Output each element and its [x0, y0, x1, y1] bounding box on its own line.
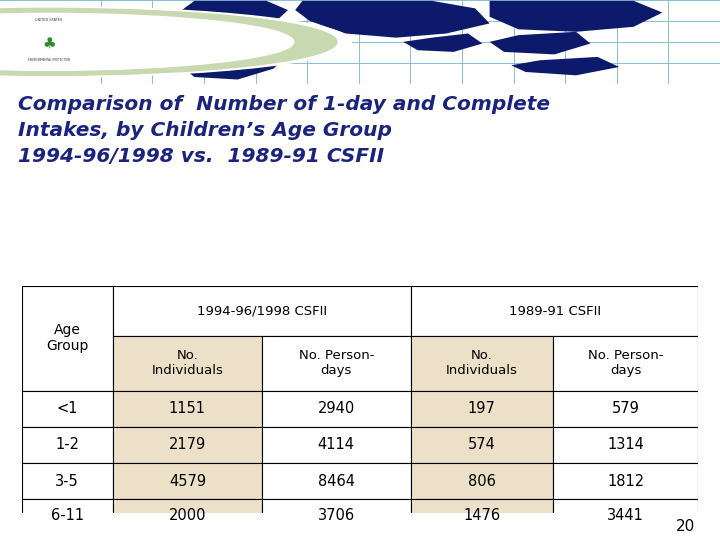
Text: 1989-91 CSFII: 1989-91 CSFII — [508, 305, 600, 318]
Circle shape — [0, 8, 337, 76]
FancyBboxPatch shape — [410, 336, 553, 390]
FancyBboxPatch shape — [113, 336, 262, 390]
Text: Age
Group: Age Group — [46, 323, 89, 354]
FancyBboxPatch shape — [262, 500, 410, 531]
FancyBboxPatch shape — [410, 390, 553, 427]
Text: No. Person-
days: No. Person- days — [299, 349, 374, 377]
Polygon shape — [403, 33, 482, 52]
Polygon shape — [173, 1, 288, 44]
Text: 4579: 4579 — [169, 474, 206, 489]
Text: 4114: 4114 — [318, 437, 355, 453]
Polygon shape — [490, 32, 590, 55]
Text: 6-11: 6-11 — [50, 508, 84, 523]
Text: 1994-96/1998 CSFII: 1994-96/1998 CSFII — [197, 305, 327, 318]
FancyBboxPatch shape — [553, 500, 698, 531]
Circle shape — [0, 14, 294, 70]
Text: No.
Individuals: No. Individuals — [151, 349, 223, 377]
Text: 8464: 8464 — [318, 474, 355, 489]
FancyBboxPatch shape — [22, 463, 113, 500]
FancyBboxPatch shape — [410, 463, 553, 500]
FancyBboxPatch shape — [22, 286, 113, 390]
Text: No. Person-
days: No. Person- days — [588, 349, 663, 377]
Text: 1151: 1151 — [169, 401, 206, 416]
FancyBboxPatch shape — [113, 286, 410, 336]
FancyBboxPatch shape — [113, 427, 262, 463]
FancyBboxPatch shape — [22, 500, 113, 531]
Text: 1314: 1314 — [607, 437, 644, 453]
Text: 579: 579 — [612, 401, 639, 416]
FancyBboxPatch shape — [553, 463, 698, 500]
FancyBboxPatch shape — [262, 336, 410, 390]
Polygon shape — [490, 1, 662, 32]
FancyBboxPatch shape — [22, 390, 113, 427]
FancyBboxPatch shape — [553, 390, 698, 427]
FancyBboxPatch shape — [410, 500, 553, 531]
Text: 2940: 2940 — [318, 401, 355, 416]
FancyBboxPatch shape — [262, 427, 410, 463]
FancyBboxPatch shape — [262, 463, 410, 500]
Text: 1812: 1812 — [607, 474, 644, 489]
FancyBboxPatch shape — [113, 390, 262, 427]
Text: 1476: 1476 — [463, 508, 500, 523]
Text: 806: 806 — [468, 474, 496, 489]
Text: ENVIRONMENTAL PROTECTION: ENVIRONMENTAL PROTECTION — [28, 58, 70, 62]
Text: 3441: 3441 — [607, 508, 644, 523]
FancyBboxPatch shape — [113, 500, 262, 531]
Text: No.
Individuals: No. Individuals — [446, 349, 518, 377]
Text: 2000: 2000 — [168, 508, 206, 523]
FancyBboxPatch shape — [410, 427, 553, 463]
FancyBboxPatch shape — [113, 463, 262, 500]
Text: 2179: 2179 — [168, 437, 206, 453]
Text: UNITED STATES: UNITED STATES — [35, 18, 63, 22]
Polygon shape — [295, 1, 490, 38]
Text: 20: 20 — [675, 518, 695, 534]
Polygon shape — [180, 44, 288, 79]
Text: 197: 197 — [468, 401, 496, 416]
Polygon shape — [511, 57, 619, 75]
Text: Comparison of  Number of 1-day and Complete
Intakes, by Children’s Age Group
199: Comparison of Number of 1-day and Comple… — [18, 95, 550, 166]
Text: 574: 574 — [468, 437, 496, 453]
Text: ♣: ♣ — [42, 36, 55, 51]
Text: <1: <1 — [57, 401, 78, 416]
FancyBboxPatch shape — [553, 336, 698, 390]
FancyBboxPatch shape — [22, 427, 113, 463]
FancyBboxPatch shape — [410, 286, 698, 336]
Text: 3-5: 3-5 — [55, 474, 79, 489]
Text: 3706: 3706 — [318, 508, 355, 523]
Text: 1-2: 1-2 — [55, 437, 79, 453]
FancyBboxPatch shape — [262, 390, 410, 427]
Circle shape — [0, 6, 351, 77]
FancyBboxPatch shape — [553, 427, 698, 463]
